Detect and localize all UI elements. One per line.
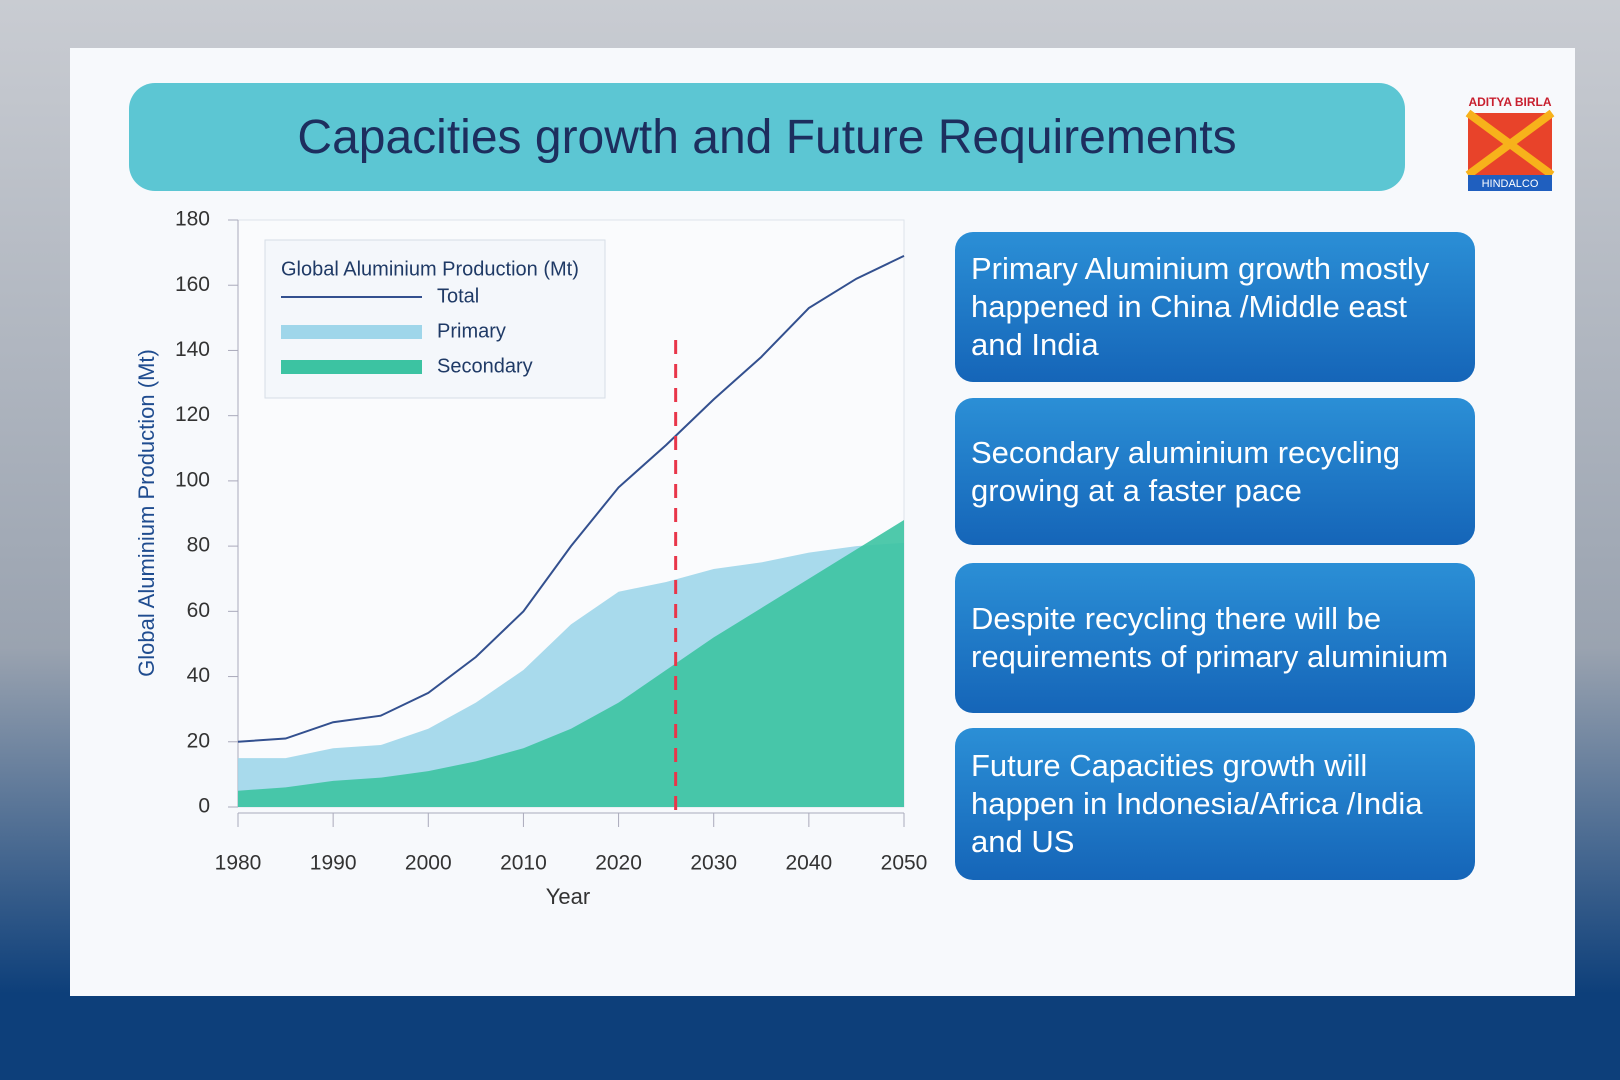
x-tick-label: 1980 [215,852,262,875]
chart: Global Aluminium Production (Mt) Year 0 2… [134,208,928,909]
area [238,520,904,807]
legend-label: Secondary [437,355,533,377]
legend-label: Total [437,285,479,307]
point-box: Future Capacities growth will happen in … [955,728,1475,880]
y-tick-label: 120 [175,403,210,426]
logo-company: HINDALCO [1482,178,1539,190]
y-tick-label: 100 [175,468,210,491]
y-axis-label: Global Aluminium Production (Mt) [134,349,159,677]
legend-label: Primary [437,320,506,342]
x-tick-label: 2040 [785,852,832,875]
logo-brand: ADITYA BIRLA [1468,95,1551,109]
legend-title: Global Aluminium Production (Mt) [281,258,579,280]
x-tick-label: 2030 [690,852,737,875]
x-tick-label: 1990 [310,852,357,875]
x-tick-label: 2010 [500,852,547,875]
x-tick-label: 2000 [405,852,452,875]
legend-swatch [281,360,422,374]
logo-band [1468,175,1552,191]
slide-title: Capacities growth and Future Requirement… [129,83,1405,191]
legend-swatch [281,325,422,339]
y-tick-label: 160 [175,273,210,296]
y-tick-label: 60 [187,599,210,622]
x-tick-label: 2020 [595,852,642,875]
y-tick-label: 80 [187,534,210,557]
point-box: Secondary aluminium recycling growing at… [955,398,1475,545]
point-box: Despite recycling there will be requirem… [955,563,1475,713]
y-tick-label: 20 [187,729,210,752]
legend-box [264,239,606,399]
y-tick-label: 0 [198,795,210,818]
logo: ADITYA BIRLA HINDALCO [1465,95,1555,191]
x-axis-label: Year [546,884,590,909]
x-tick-label: 2050 [881,852,928,875]
y-tick-label: 40 [187,664,210,687]
logo-mark [1465,109,1555,179]
y-tick-label: 140 [175,338,210,361]
point-box: Primary Aluminium growth mostly happened… [955,232,1475,382]
y-tick-label: 180 [175,208,210,231]
line [237,254,905,743]
